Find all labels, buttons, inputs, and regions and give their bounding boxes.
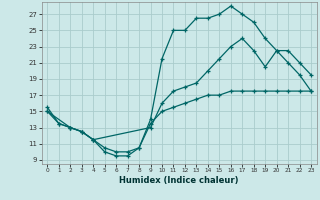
X-axis label: Humidex (Indice chaleur): Humidex (Indice chaleur) — [119, 176, 239, 185]
